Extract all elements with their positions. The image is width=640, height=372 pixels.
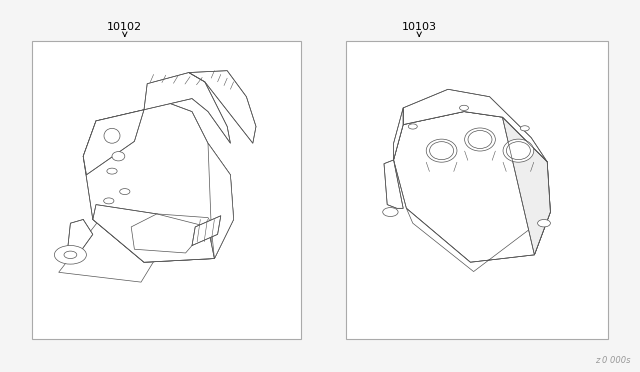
Circle shape <box>538 219 550 227</box>
Ellipse shape <box>429 142 454 160</box>
Ellipse shape <box>468 131 492 148</box>
Polygon shape <box>208 143 234 259</box>
Polygon shape <box>83 99 234 262</box>
Text: 10102: 10102 <box>108 22 142 32</box>
Circle shape <box>383 208 398 217</box>
Circle shape <box>460 105 468 110</box>
Polygon shape <box>192 216 221 246</box>
Ellipse shape <box>104 128 120 143</box>
Polygon shape <box>384 160 403 208</box>
Polygon shape <box>189 71 256 143</box>
Circle shape <box>64 251 77 259</box>
Circle shape <box>107 168 117 174</box>
Circle shape <box>408 124 417 129</box>
Ellipse shape <box>465 128 495 151</box>
Polygon shape <box>131 214 211 253</box>
Polygon shape <box>144 73 230 143</box>
Circle shape <box>520 126 529 131</box>
Polygon shape <box>394 108 403 160</box>
Ellipse shape <box>506 142 531 160</box>
Circle shape <box>120 189 130 195</box>
Circle shape <box>54 246 86 264</box>
Polygon shape <box>67 219 93 257</box>
Bar <box>346 41 608 339</box>
Ellipse shape <box>112 152 125 161</box>
Polygon shape <box>406 208 550 272</box>
Polygon shape <box>83 110 144 175</box>
Ellipse shape <box>503 139 534 162</box>
Polygon shape <box>394 112 550 262</box>
Bar <box>32 41 301 339</box>
Polygon shape <box>59 174 198 282</box>
Polygon shape <box>403 89 547 162</box>
Text: z 0 000s: z 0 000s <box>595 356 630 365</box>
Polygon shape <box>93 205 214 262</box>
Text: 10103: 10103 <box>402 22 436 32</box>
Ellipse shape <box>426 139 457 162</box>
Polygon shape <box>502 117 550 255</box>
Circle shape <box>104 198 114 204</box>
